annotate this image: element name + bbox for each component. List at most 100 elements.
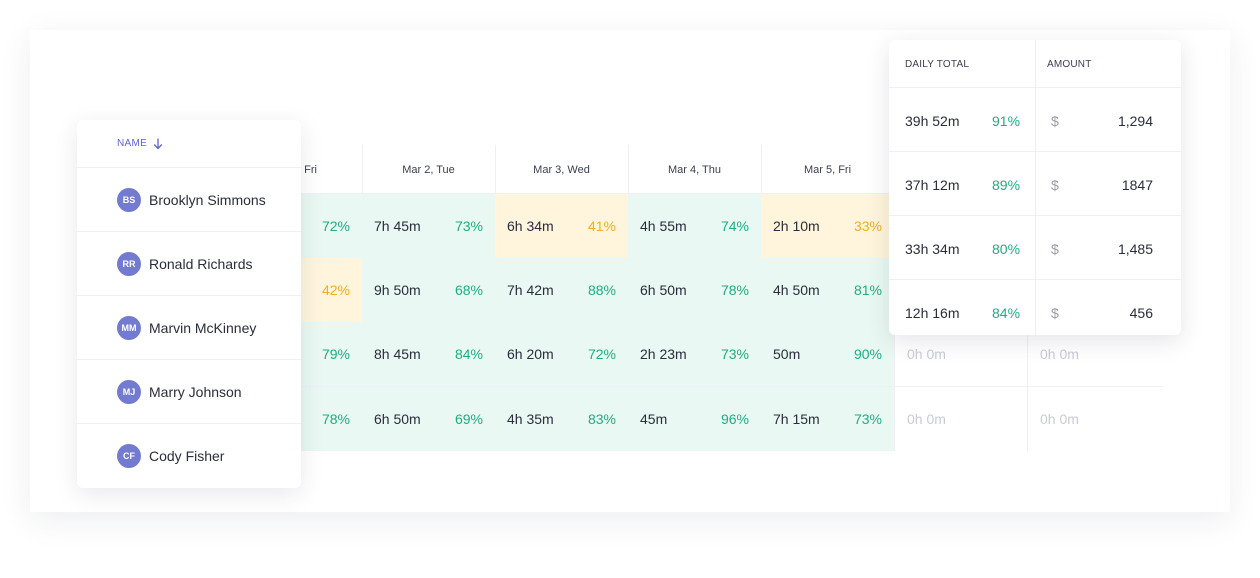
avatar: BS xyxy=(117,187,141,212)
daily-total-percent: 80% xyxy=(992,241,1021,257)
daily-total-value: 12h 16m xyxy=(905,305,960,321)
time-value: 0h 0m xyxy=(907,346,946,362)
avatar: CF xyxy=(117,443,141,468)
table-row: 72% 7h 45m 73% 6h 34m 41% 4h 55m 74% 2h … xyxy=(229,194,1163,258)
time-value: 7h 15m xyxy=(773,411,820,427)
time-cell[interactable]: 0h 0m xyxy=(1027,387,1161,451)
currency-symbol: $ xyxy=(1051,241,1059,257)
percent-value: 88% xyxy=(587,282,616,298)
percent-value: 74% xyxy=(720,218,749,234)
time-value: 4h 50m xyxy=(773,282,820,298)
person-name: Ronald Richards xyxy=(149,255,253,272)
person-name: Cody Fisher xyxy=(149,447,225,464)
time-value: 50m xyxy=(773,346,801,362)
time-cell[interactable]: 6h 34m 41% xyxy=(495,194,628,258)
list-item[interactable]: BS Brooklyn Simmons xyxy=(77,168,301,232)
time-value: 2h 10m xyxy=(773,218,820,234)
avatar: MJ xyxy=(117,379,141,404)
currency-symbol: $ xyxy=(1051,177,1059,193)
daily-total-percent: 89% xyxy=(992,177,1021,193)
time-value: 7h 45m xyxy=(374,218,421,234)
time-cell[interactable]: 9h 50m 68% xyxy=(362,258,495,322)
name-sort-header[interactable]: NAME xyxy=(77,120,301,168)
list-item[interactable]: MJ Marry Johnson xyxy=(77,360,301,424)
time-cell[interactable]: 2h 23m 73% xyxy=(628,322,761,386)
time-value: 4h 55m xyxy=(640,218,687,234)
time-cell[interactable]: 7h 45m 73% xyxy=(362,194,495,258)
person-name: Marvin McKinney xyxy=(149,319,257,336)
name-header-label: NAME xyxy=(117,138,148,149)
time-value: 6h 50m xyxy=(640,282,687,298)
time-value: 9h 50m xyxy=(374,282,421,298)
column-divider xyxy=(495,145,496,193)
column-header-mar-2: Mar 2, Tue xyxy=(402,164,455,176)
list-item[interactable]: MM Marvin McKinney xyxy=(77,296,301,360)
time-cell[interactable]: 50m 90% xyxy=(761,322,894,386)
percent-value: 69% xyxy=(454,411,483,427)
column-header-mar-4: Mar 4, Thu xyxy=(668,164,721,176)
time-cell[interactable]: 4h 50m 81% xyxy=(761,258,894,322)
time-value: 0h 0m xyxy=(907,411,946,427)
percent-value: 72% xyxy=(587,346,616,362)
daily-total-percent: 91% xyxy=(992,113,1021,129)
time-value: 0h 0m xyxy=(1040,411,1079,427)
arrow-down-icon xyxy=(153,137,163,149)
person-name: Marry Johnson xyxy=(149,383,242,400)
time-value: 2h 23m xyxy=(640,346,687,362)
currency-symbol: $ xyxy=(1051,113,1059,129)
list-item[interactable]: RR Ronald Richards xyxy=(77,232,301,296)
percent-value: 41% xyxy=(587,218,616,234)
person-name: Brooklyn Simmons xyxy=(149,191,266,208)
totals-row: 37h 12m 89% $ 1847 xyxy=(889,152,1181,216)
column-divider xyxy=(362,145,363,193)
percent-value: 78% xyxy=(321,411,350,427)
time-value: 6h 50m xyxy=(374,411,421,427)
column-divider xyxy=(628,145,629,193)
column-divider xyxy=(761,145,762,193)
time-cell[interactable]: 2h 10m 33% xyxy=(761,194,894,258)
time-cell[interactable]: 4h 35m 83% xyxy=(495,387,628,451)
time-cell[interactable]: 7h 42m 88% xyxy=(495,258,628,322)
percent-value: 73% xyxy=(720,346,749,362)
percent-value: 83% xyxy=(587,411,616,427)
list-item[interactable]: CF Cody Fisher xyxy=(77,424,301,487)
amount-value: 1,294 xyxy=(1117,113,1153,129)
percent-value: 96% xyxy=(720,411,749,427)
time-value: 7h 42m xyxy=(507,282,554,298)
amount-value: 456 xyxy=(1129,305,1153,321)
amount-value: 1847 xyxy=(1121,177,1153,193)
percent-value: 81% xyxy=(853,282,882,298)
time-cell[interactable]: 6h 50m 78% xyxy=(628,258,761,322)
time-cell[interactable]: 6h 20m 72% xyxy=(495,322,628,386)
time-cell[interactable]: 7h 15m 73% xyxy=(761,387,894,451)
percent-value: 78% xyxy=(720,282,749,298)
percent-value: 90% xyxy=(853,346,882,362)
percent-value: 73% xyxy=(853,411,882,427)
time-value: 0h 0m xyxy=(1040,346,1079,362)
daily-total-header: DAILY TOTAL xyxy=(905,59,970,70)
avatar: MM xyxy=(117,315,141,340)
percent-value: 42% xyxy=(321,282,350,298)
totals-card: DAILY TOTAL AMOUNT 39h 52m 91% $ 1,294 3… xyxy=(889,40,1181,335)
time-cell[interactable]: 0h 0m xyxy=(894,387,1028,451)
avatar: RR xyxy=(117,251,141,276)
column-header-fri: Fri xyxy=(304,164,317,176)
time-cell[interactable]: 4h 55m 74% xyxy=(628,194,761,258)
time-value: 4h 35m xyxy=(507,411,554,427)
daily-total-value: 37h 12m xyxy=(905,177,960,193)
daily-total-value: 33h 34m xyxy=(905,241,960,257)
column-divider xyxy=(1035,40,1036,335)
table-row: 78% 6h 50m 69% 4h 35m 83% 45m 96% 7h 15m… xyxy=(229,387,1163,451)
time-cell[interactable]: 45m 96% xyxy=(628,387,761,451)
daily-total-value: 39h 52m xyxy=(905,113,960,129)
amount-value: 1,485 xyxy=(1117,241,1153,257)
daily-total-percent: 84% xyxy=(992,305,1021,321)
time-value: 8h 45m xyxy=(374,346,421,362)
column-header-mar-3: Mar 3, Wed xyxy=(533,164,590,176)
percent-value: 84% xyxy=(454,346,483,362)
totals-row: 12h 16m 84% $ 456 xyxy=(889,280,1181,343)
time-cell[interactable]: 8h 45m 84% xyxy=(362,322,495,386)
time-cell[interactable]: 6h 50m 69% xyxy=(362,387,495,451)
column-header-mar-5: Mar 5, Fri xyxy=(803,164,852,176)
percent-value: 33% xyxy=(853,218,882,234)
